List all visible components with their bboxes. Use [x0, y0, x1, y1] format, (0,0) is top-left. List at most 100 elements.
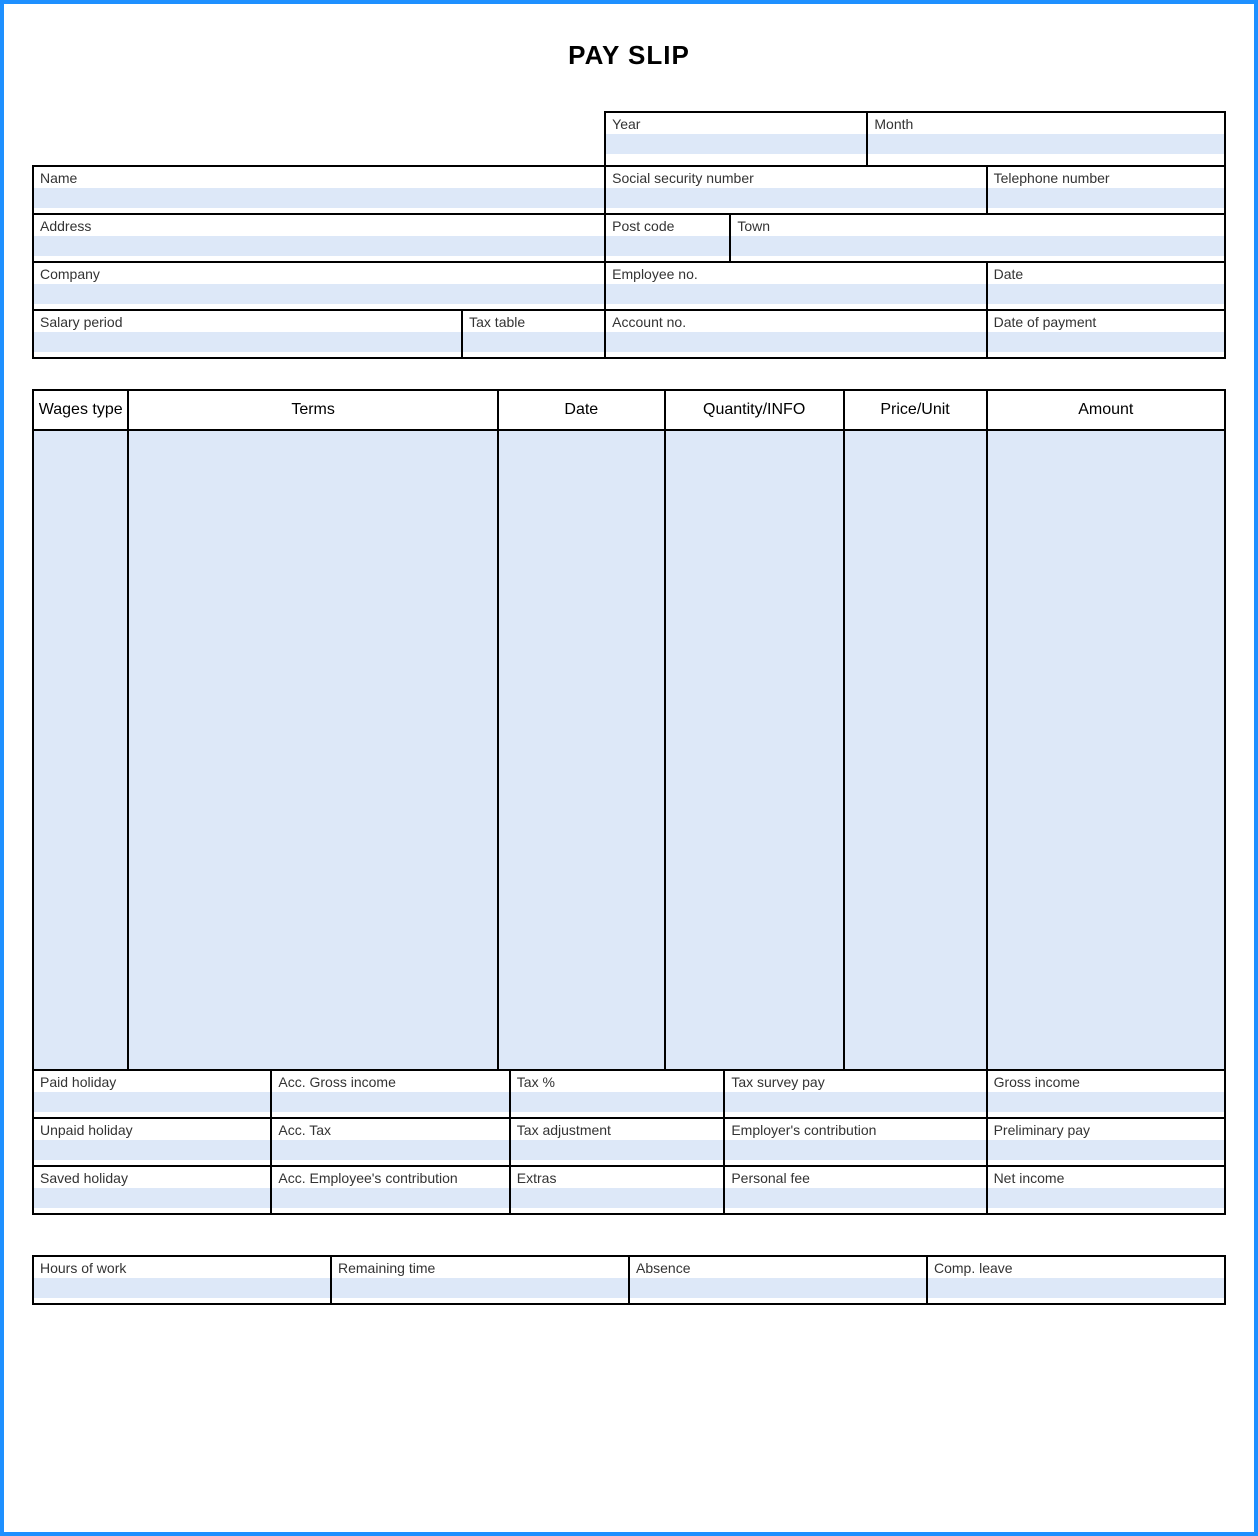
- hours-of-work-cell[interactable]: Hours of work: [33, 1256, 331, 1304]
- personal-fee-value: [725, 1188, 985, 1208]
- address-label: Address: [34, 215, 604, 236]
- account-no-value: [606, 332, 985, 352]
- info-table: Year Month Name Social security number T…: [32, 111, 1226, 359]
- tax-pct-value: [511, 1092, 724, 1112]
- employee-no-value: [606, 284, 985, 304]
- col-wages-type: Wages type: [33, 390, 128, 430]
- salary-period-value: [34, 332, 461, 352]
- tax-adjustment-label: Tax adjustment: [511, 1119, 724, 1140]
- ssn-cell[interactable]: Social security number: [605, 166, 986, 214]
- tax-adjustment-cell[interactable]: Tax adjustment: [510, 1118, 725, 1166]
- tax-pct-label: Tax %: [511, 1071, 724, 1092]
- date-of-payment-cell[interactable]: Date of payment: [987, 310, 1225, 358]
- remaining-time-value: [332, 1278, 628, 1298]
- employee-no-label: Employee no.: [606, 263, 985, 284]
- col-amount: Amount: [987, 390, 1225, 430]
- account-no-cell[interactable]: Account no.: [605, 310, 986, 358]
- unpaid-holiday-cell[interactable]: Unpaid holiday: [33, 1118, 271, 1166]
- preliminary-pay-cell[interactable]: Preliminary pay: [987, 1118, 1225, 1166]
- comp-leave-label: Comp. leave: [928, 1257, 1224, 1278]
- price-body[interactable]: [844, 430, 987, 1070]
- tax-table-cell[interactable]: Tax table: [462, 310, 605, 358]
- tax-survey-label: Tax survey pay: [725, 1071, 985, 1092]
- remaining-time-label: Remaining time: [332, 1257, 628, 1278]
- absence-value: [630, 1278, 926, 1298]
- telephone-value: [988, 188, 1224, 208]
- year-label: Year: [606, 113, 866, 134]
- summary-table: Paid holiday Acc. Gross income Tax % Tax…: [32, 1069, 1226, 1215]
- name-cell[interactable]: Name: [33, 166, 605, 214]
- acc-tax-cell[interactable]: Acc. Tax: [271, 1118, 509, 1166]
- amount-body[interactable]: [987, 430, 1225, 1070]
- telephone-label: Telephone number: [988, 167, 1224, 188]
- ssn-label: Social security number: [606, 167, 985, 188]
- gross-income-cell[interactable]: Gross income: [987, 1070, 1225, 1118]
- month-label: Month: [868, 113, 1224, 134]
- gross-income-value: [988, 1092, 1224, 1112]
- col-price: Price/Unit: [844, 390, 987, 430]
- month-value: [868, 134, 1224, 154]
- net-income-value: [988, 1188, 1224, 1208]
- month-cell[interactable]: Month: [867, 112, 1225, 166]
- account-no-label: Account no.: [606, 311, 985, 332]
- absence-cell[interactable]: Absence: [629, 1256, 927, 1304]
- col-terms: Terms: [128, 390, 498, 430]
- paid-holiday-value: [34, 1092, 270, 1112]
- absence-label: Absence: [630, 1257, 926, 1278]
- year-cell[interactable]: Year: [605, 112, 867, 166]
- tax-pct-cell[interactable]: Tax %: [510, 1070, 725, 1118]
- acc-emp-contribution-cell[interactable]: Acc. Employee's contribution: [271, 1166, 509, 1214]
- acc-gross-cell[interactable]: Acc. Gross income: [271, 1070, 509, 1118]
- postcode-label: Post code: [606, 215, 729, 236]
- acc-emp-contribution-label: Acc. Employee's contribution: [272, 1167, 508, 1188]
- tax-survey-cell[interactable]: Tax survey pay: [724, 1070, 986, 1118]
- date-value: [988, 284, 1224, 304]
- acc-gross-label: Acc. Gross income: [272, 1071, 508, 1092]
- extras-value: [511, 1188, 724, 1208]
- ssn-value: [606, 188, 985, 208]
- tax-table-label: Tax table: [463, 311, 604, 332]
- wages-type-body[interactable]: [33, 430, 128, 1070]
- telephone-cell[interactable]: Telephone number: [987, 166, 1225, 214]
- tax-adjustment-value: [511, 1140, 724, 1160]
- date-cell[interactable]: Date: [987, 262, 1225, 310]
- remaining-time-cell[interactable]: Remaining time: [331, 1256, 629, 1304]
- postcode-cell[interactable]: Post code: [605, 214, 730, 262]
- employers-contribution-value: [725, 1140, 985, 1160]
- year-value: [606, 134, 866, 154]
- date-label: Date: [988, 263, 1224, 284]
- name-value: [34, 188, 604, 208]
- acc-tax-label: Acc. Tax: [272, 1119, 508, 1140]
- extras-cell[interactable]: Extras: [510, 1166, 725, 1214]
- saved-holiday-label: Saved holiday: [34, 1167, 270, 1188]
- net-income-cell[interactable]: Net income: [987, 1166, 1225, 1214]
- hours-of-work-label: Hours of work: [34, 1257, 330, 1278]
- terms-body[interactable]: [128, 430, 498, 1070]
- saved-holiday-value: [34, 1188, 270, 1208]
- page-title: PAY SLIP: [32, 40, 1226, 71]
- employee-no-cell[interactable]: Employee no.: [605, 262, 986, 310]
- employers-contribution-cell[interactable]: Employer's contribution: [724, 1118, 986, 1166]
- name-label: Name: [34, 167, 604, 188]
- comp-leave-cell[interactable]: Comp. leave: [927, 1256, 1225, 1304]
- paid-holiday-cell[interactable]: Paid holiday: [33, 1070, 271, 1118]
- town-cell[interactable]: Town: [730, 214, 1225, 262]
- company-label: Company: [34, 263, 604, 284]
- tax-survey-value: [725, 1092, 985, 1112]
- personal-fee-label: Personal fee: [725, 1167, 985, 1188]
- company-value: [34, 284, 604, 304]
- gross-income-label: Gross income: [988, 1071, 1224, 1092]
- saved-holiday-cell[interactable]: Saved holiday: [33, 1166, 271, 1214]
- preliminary-pay-label: Preliminary pay: [988, 1119, 1224, 1140]
- acc-emp-contribution-value: [272, 1188, 508, 1208]
- quantity-body[interactable]: [665, 430, 844, 1070]
- personal-fee-cell[interactable]: Personal fee: [724, 1166, 986, 1214]
- date-of-payment-label: Date of payment: [988, 311, 1224, 332]
- date-body[interactable]: [498, 430, 665, 1070]
- salary-period-cell[interactable]: Salary period: [33, 310, 462, 358]
- unpaid-holiday-label: Unpaid holiday: [34, 1119, 270, 1140]
- preliminary-pay-value: [988, 1140, 1224, 1160]
- company-cell[interactable]: Company: [33, 262, 605, 310]
- tax-table-value: [463, 332, 604, 352]
- address-cell[interactable]: Address: [33, 214, 605, 262]
